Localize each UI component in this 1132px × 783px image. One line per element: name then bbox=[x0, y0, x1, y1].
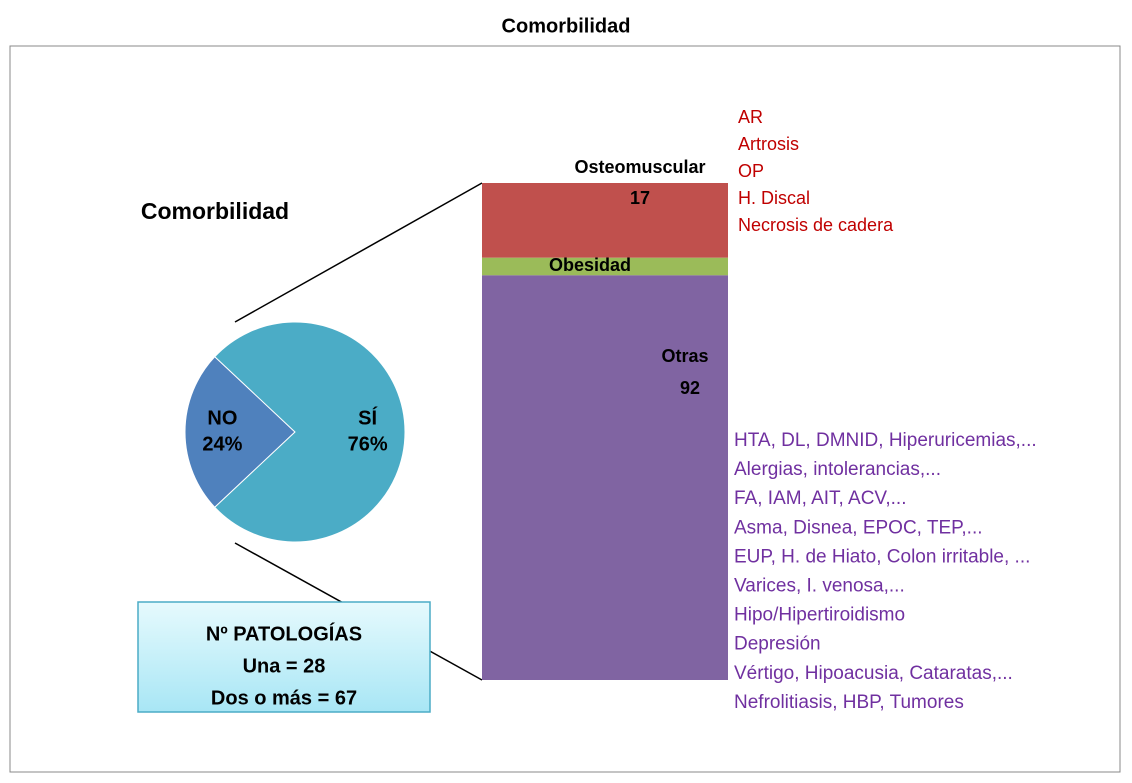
segment-name: Obesidad bbox=[549, 255, 631, 275]
connector bbox=[234, 182, 483, 323]
pie-title: Comorbilidad bbox=[141, 198, 289, 224]
page-title: Comorbilidad bbox=[502, 15, 631, 37]
segment-name: Otras bbox=[661, 346, 708, 366]
box-line: Una = 28 bbox=[243, 655, 326, 677]
segment-value: 92 bbox=[680, 378, 700, 398]
osteo-item: AR bbox=[738, 107, 763, 127]
otras-item: Depresión bbox=[734, 634, 821, 655]
slice-label: NO bbox=[207, 407, 237, 429]
box-line: Dos o más = 67 bbox=[211, 687, 357, 709]
otras-item: Hipo/Hipertiroidismo bbox=[734, 605, 905, 626]
otras-item: EUP, H. de Hiato, Colon irritable, ... bbox=[734, 546, 1030, 567]
otras-item: FA, IAM, AIT, ACV,... bbox=[734, 488, 906, 509]
slice-label: SÍ bbox=[358, 406, 377, 429]
otras-item: Varices, I. venosa,... bbox=[734, 576, 905, 597]
pathology-box bbox=[137, 601, 431, 713]
otras-item: Nefrolitiasis, HBP, Tumores bbox=[734, 692, 964, 713]
segment-name: Osteomuscular bbox=[574, 157, 705, 177]
bar-segment bbox=[482, 257, 728, 276]
box-title: Nº PATOLOGÍAS bbox=[206, 622, 362, 645]
segment-value: 17 bbox=[630, 188, 650, 208]
pie-slice bbox=[214, 321, 406, 543]
otras-item: Alergias, intolerancias,... bbox=[734, 459, 941, 480]
slice-value: 24% bbox=[202, 433, 242, 455]
osteo-item: OP bbox=[738, 161, 764, 181]
pie-slice bbox=[184, 355, 296, 509]
otras-item: HTA, DL, DMNID, Hiperuricemias,... bbox=[734, 430, 1037, 451]
bar-segment bbox=[482, 275, 728, 680]
otras-item: Vértigo, Hipoacusia, Cataratas,... bbox=[734, 663, 1013, 684]
slice-value: 76% bbox=[348, 433, 388, 455]
osteo-item: Necrosis de cadera bbox=[738, 215, 894, 235]
chart-frame bbox=[9, 45, 1121, 773]
osteo-item: Artrosis bbox=[738, 134, 799, 154]
bar-segment bbox=[482, 183, 728, 258]
osteo-item: H. Discal bbox=[738, 188, 810, 208]
otras-item: Asma, Disnea, EPOC, TEP,... bbox=[734, 517, 983, 538]
